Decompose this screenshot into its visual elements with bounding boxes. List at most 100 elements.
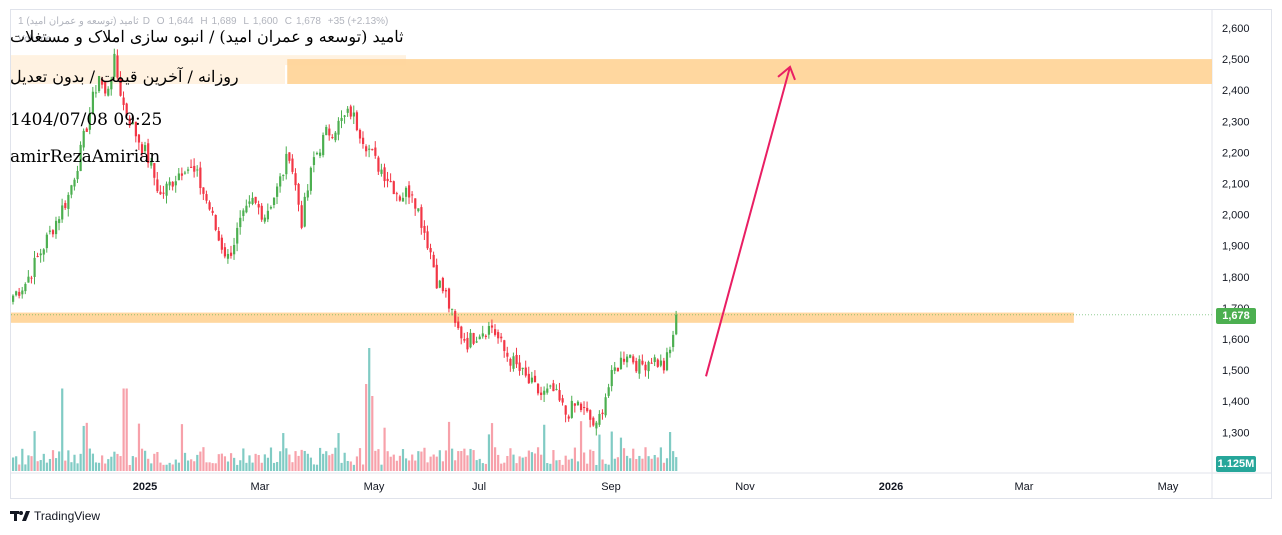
volume-bar [438,450,441,471]
candle [598,413,601,425]
volume-bar [303,450,306,471]
volume-bar [236,464,239,471]
candle [512,356,515,369]
candle [128,118,131,126]
volume-bar [54,458,58,471]
volume-bar [61,388,64,471]
resistance-zone [287,59,1213,84]
candle [266,210,270,220]
volume-legend-label[interactable]: Volume [18,34,52,45]
candle [88,112,91,130]
candle [125,103,128,116]
volume-bar [414,460,417,471]
volume-bar [524,456,527,471]
volume-bar [328,455,331,471]
volume-bar [279,451,282,471]
candle [533,375,537,383]
volume-bar [266,457,270,471]
candle [389,180,392,183]
candle [447,288,451,309]
candle [567,416,570,419]
tradingview-footer[interactable]: TradingView [10,509,100,523]
candle [116,55,119,78]
volume-bar [285,448,288,471]
volume-bar [315,464,319,471]
volume-bar [294,451,297,471]
candle [426,231,429,249]
candle [454,311,457,323]
volume-bar [358,448,362,471]
candle [423,225,426,233]
candle [398,196,402,201]
volume-bar [346,460,349,471]
volume-bar [576,461,580,471]
volume-bar [343,452,346,471]
legend-change: +35 (+2.13%) [327,16,389,27]
y-tick-label: 2,400 [1222,85,1250,97]
volume-bar [469,448,472,471]
volume-bar [675,457,678,471]
candle [24,283,27,292]
candle [294,173,297,186]
candle [401,197,405,202]
volume-bar [420,451,423,471]
candle [39,253,42,256]
candle [254,196,257,203]
support-zone [11,312,1074,323]
candle [607,387,610,396]
volume-bar [506,456,509,471]
legend-high-label: H [200,16,208,27]
candle [193,165,196,172]
candle [42,249,45,255]
volume-bar [500,463,503,471]
legend-symbol[interactable]: ثامید (توسعه و عمران امید) [26,16,139,27]
candle [478,336,481,340]
candle [70,185,73,195]
volume-bar [306,453,309,471]
candle [58,219,61,224]
volume-bar [186,460,190,471]
volume-bar [426,462,429,471]
volume-bar [408,460,411,471]
volume-bar [598,434,601,471]
candle [248,201,251,204]
volume-bar [389,456,392,471]
candle [460,326,463,339]
volume-bar [97,462,101,471]
volume-bar [42,453,45,471]
x-tick-label: Nov [735,481,755,493]
volume-bar [156,451,159,471]
candle [475,341,478,343]
volume-bar [592,450,595,471]
candle [165,183,168,196]
candle [518,362,521,371]
candle [208,202,211,210]
legend-low: 1,600 [252,16,278,27]
volume-bar [21,448,24,471]
candle [15,291,18,296]
volume-bar [254,453,257,471]
candle [540,392,543,396]
candle [315,152,319,155]
candle [196,169,199,171]
volume-bar [159,462,162,471]
volume-bar [644,447,647,471]
candle [276,186,279,197]
candle [644,364,647,371]
candle [251,197,254,204]
volume-bar [466,455,469,471]
candle [331,137,334,139]
candle [604,397,607,416]
candle [638,359,641,374]
volume-bar [451,448,454,471]
y-tick-label: 2,300 [1222,116,1250,128]
resistance-zone-fade [11,55,406,66]
candle [239,217,242,228]
volume-bar [497,454,500,471]
chart-datetime-overlay: 1404/07/08 09:25 [10,110,163,130]
y-tick-label: 2,600 [1222,23,1250,35]
volume-bar [137,423,141,471]
volume-bar [85,422,88,471]
volume-bar [564,455,567,471]
